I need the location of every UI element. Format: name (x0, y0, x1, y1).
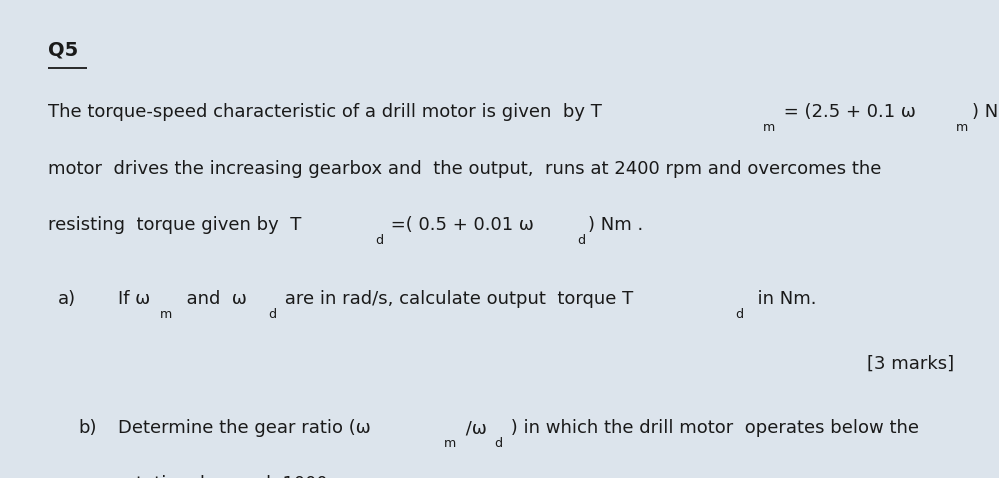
Text: motor  drives the increasing gearbox and  the output,  runs at 2400 rpm and over: motor drives the increasing gearbox and … (48, 160, 881, 177)
Text: Q5: Q5 (48, 41, 78, 60)
Text: ) Nm .: ) Nm . (588, 216, 643, 234)
Text: ) in which the drill motor  operates below the: ) in which the drill motor operates belo… (504, 419, 919, 437)
Text: /ω: /ω (460, 419, 487, 437)
Text: m: m (956, 121, 969, 134)
Text: rotational  speed  1000  rpm.: rotational speed 1000 rpm. (118, 476, 382, 478)
Text: and  ω: and ω (175, 290, 247, 308)
Text: ) Nm. The: ) Nm. The (972, 103, 999, 121)
Text: are in rad/s, calculate output  torque T: are in rad/s, calculate output torque T (279, 290, 632, 308)
Text: a): a) (58, 290, 76, 308)
Text: =( 0.5 + 0.01 ω: =( 0.5 + 0.01 ω (386, 216, 534, 234)
Text: in Nm.: in Nm. (746, 290, 816, 308)
Text: The torque-speed characteristic of a drill motor is given  by T: The torque-speed characteristic of a dri… (48, 103, 601, 121)
Text: = (2.5 + 0.1 ω: = (2.5 + 0.1 ω (778, 103, 916, 121)
Text: d: d (577, 234, 585, 247)
Text: d: d (735, 308, 743, 321)
Text: If ω: If ω (118, 290, 150, 308)
Text: d: d (375, 234, 383, 247)
Text: m: m (762, 121, 775, 134)
Text: d: d (268, 308, 276, 321)
Text: Determine the gear ratio (ω: Determine the gear ratio (ω (118, 419, 371, 437)
Text: [3 marks]: [3 marks] (867, 355, 954, 372)
Text: resisting  torque given by  T: resisting torque given by T (48, 216, 302, 234)
Text: d: d (495, 437, 502, 450)
Text: m: m (160, 308, 172, 321)
Text: m: m (444, 437, 457, 450)
Text: b): b) (78, 419, 97, 437)
